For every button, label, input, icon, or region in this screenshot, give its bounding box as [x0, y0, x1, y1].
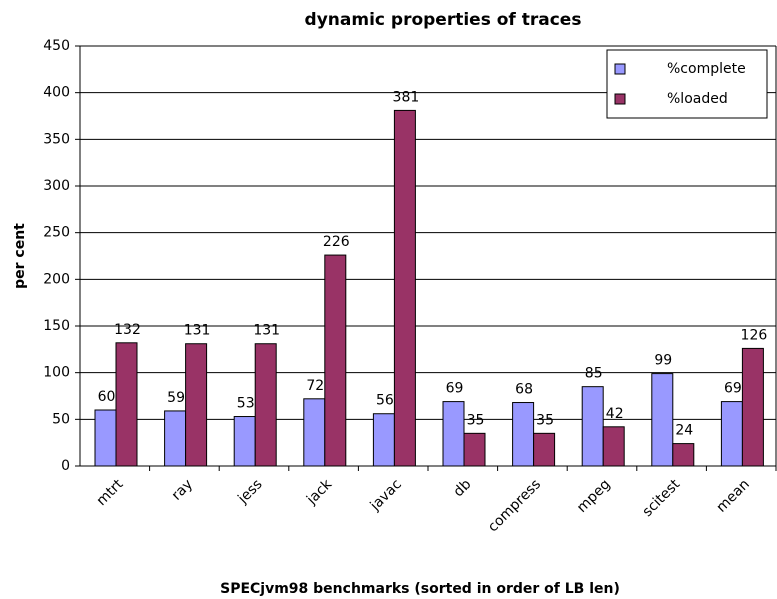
value-label: 226 — [323, 234, 350, 250]
y-axis-title: per cent — [12, 223, 28, 289]
x-tick-label: db — [451, 476, 475, 500]
chart-title: dynamic properties of traces — [305, 10, 582, 30]
x-tick-label: jack — [303, 476, 336, 509]
x-tick-label: scitest — [640, 476, 684, 520]
value-label: 35 — [467, 412, 485, 428]
y-tick-label: 300 — [43, 178, 70, 194]
x-tick-label: mpeg — [574, 476, 614, 516]
bar — [233, 416, 256, 467]
bar — [185, 343, 208, 467]
bar — [254, 343, 277, 467]
y-tick-label: 0 — [61, 458, 70, 474]
bar — [602, 426, 625, 467]
legend-swatch — [614, 93, 626, 105]
value-label: 60 — [98, 389, 116, 405]
legend-swatch — [614, 63, 626, 75]
bar — [512, 402, 535, 467]
value-label: 381 — [393, 89, 420, 105]
bar — [581, 386, 604, 467]
bar — [651, 373, 674, 467]
x-tick-label: javac — [367, 476, 405, 514]
value-label: 69 — [724, 381, 742, 397]
value-label: 42 — [606, 406, 624, 422]
value-label: 24 — [675, 423, 693, 439]
y-tick-label: 250 — [43, 225, 70, 241]
value-label: 99 — [654, 353, 672, 369]
x-axis-title: SPECjvm98 benchmarks (sorted in order of… — [220, 581, 620, 597]
x-tick-label: compress — [485, 476, 544, 535]
x-tick-label: ray — [169, 476, 196, 503]
y-tick-label: 400 — [43, 85, 70, 101]
bar — [533, 432, 556, 467]
value-label: 126 — [741, 327, 768, 343]
y-tick-label: 200 — [43, 271, 70, 287]
bar — [720, 401, 743, 467]
x-tick-label: jess — [234, 476, 265, 507]
bar — [372, 413, 395, 467]
bar — [672, 443, 695, 467]
bar — [94, 409, 117, 467]
legend-box — [606, 49, 768, 119]
value-label: 68 — [515, 382, 533, 398]
bar — [442, 401, 465, 467]
bar — [303, 398, 326, 467]
value-label: 69 — [446, 381, 464, 397]
y-tick-label: 150 — [43, 318, 70, 334]
bar — [164, 410, 187, 467]
value-label: 59 — [167, 390, 185, 406]
y-tick-label: 50 — [52, 411, 70, 427]
bar — [463, 432, 486, 467]
value-label: 85 — [585, 366, 603, 382]
bar — [324, 254, 347, 467]
bar — [115, 342, 138, 467]
y-tick-label: 450 — [43, 38, 70, 54]
bar — [741, 347, 764, 467]
x-tick-label: mtrt — [94, 476, 127, 509]
value-label: 132 — [114, 322, 141, 338]
value-label: 131 — [253, 323, 280, 339]
value-label: 53 — [237, 396, 255, 412]
bar — [393, 109, 416, 467]
value-label: 56 — [376, 393, 394, 409]
legend-label: %loaded — [667, 91, 728, 107]
y-tick-label: 350 — [43, 131, 70, 147]
x-tick-label: mean — [713, 476, 752, 515]
y-tick-label: 100 — [43, 365, 70, 381]
value-label: 131 — [184, 323, 211, 339]
value-label: 72 — [306, 378, 324, 394]
legend-label: %complete — [667, 61, 746, 77]
value-label: 35 — [536, 412, 554, 428]
